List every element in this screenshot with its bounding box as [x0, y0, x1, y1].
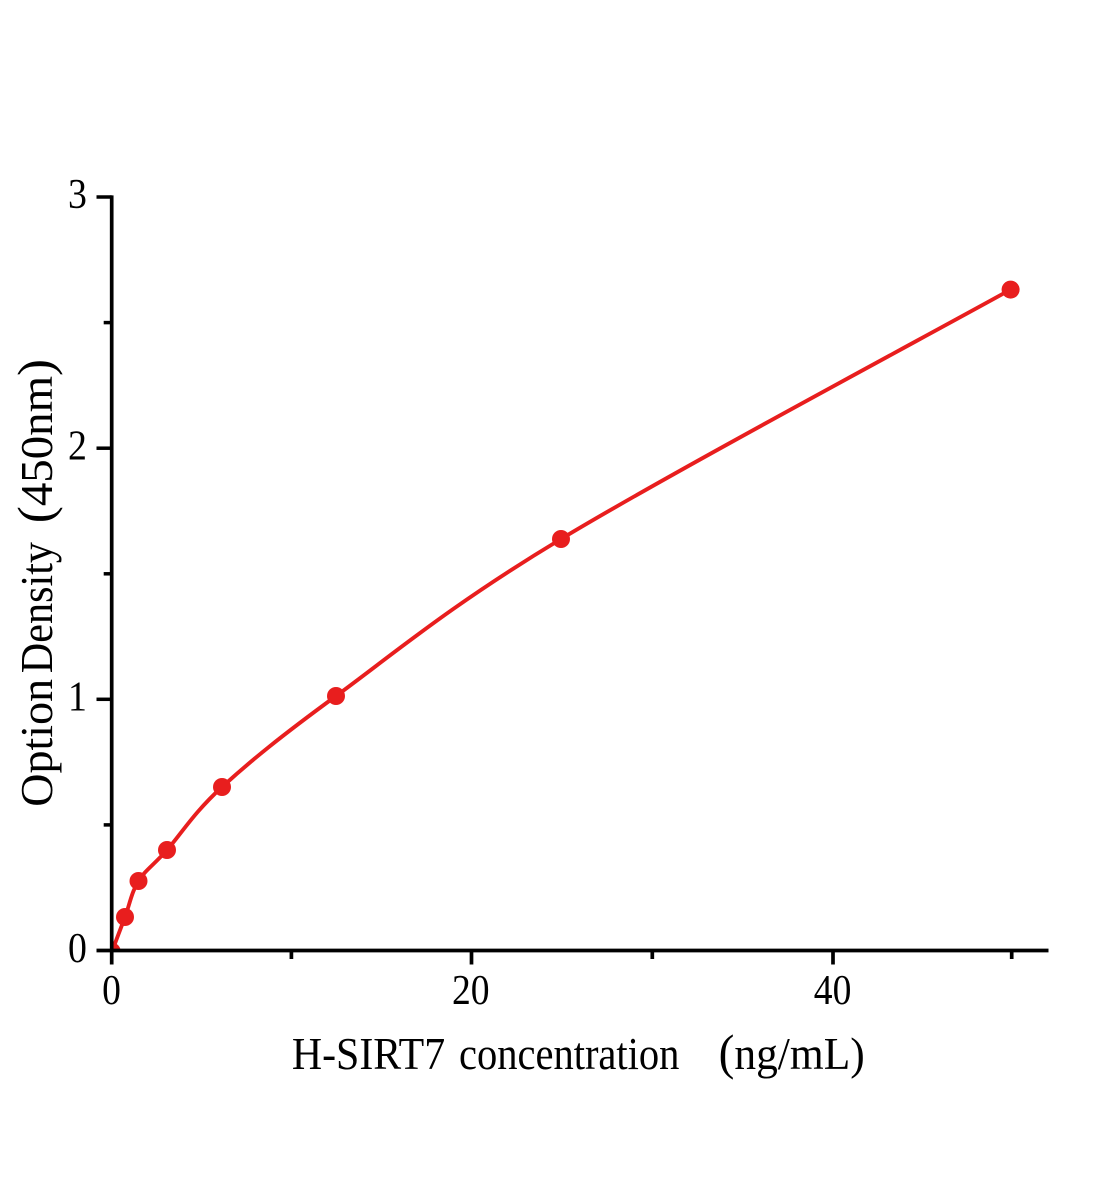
svg-text:20: 20	[452, 966, 490, 1013]
svg-text:40: 40	[814, 966, 852, 1013]
svg-text:0: 0	[68, 924, 87, 971]
svg-text:3: 3	[68, 170, 87, 217]
svg-text:Density: Density	[11, 542, 62, 673]
svg-text:H-SIRT7: H-SIRT7	[292, 1028, 445, 1079]
svg-text:2: 2	[68, 422, 87, 469]
svg-text:Option: Option	[11, 679, 62, 807]
svg-text:0: 0	[102, 966, 121, 1013]
svg-text:(ng/mL): (ng/mL)	[719, 1025, 865, 1081]
svg-text:(450nm): (450nm)	[7, 359, 62, 523]
svg-text:1: 1	[68, 673, 87, 720]
svg-text:concentration: concentration	[459, 1029, 680, 1080]
